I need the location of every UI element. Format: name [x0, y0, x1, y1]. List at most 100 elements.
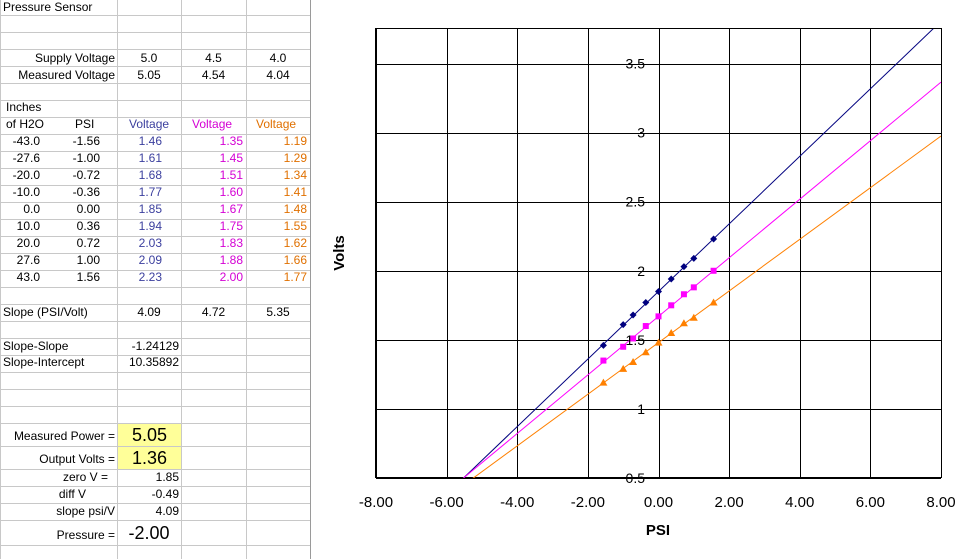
row-line	[0, 253, 310, 254]
diff-v-label[interactable]: diff V	[58, 487, 86, 501]
x-tick-label: 8.00	[926, 494, 955, 511]
row-line	[0, 219, 310, 220]
voltage-4v-cell[interactable]: 1.62	[283, 236, 307, 250]
inches-cell[interactable]: -27.6	[12, 151, 40, 165]
voltage-45v-cell[interactable]: 1.60	[219, 185, 243, 199]
voltage-45v-cell[interactable]: 1.45	[219, 151, 243, 165]
diff-v-value[interactable]: -0.49	[151, 487, 179, 501]
slope-value[interactable]: 4.09	[137, 305, 161, 319]
header-psi[interactable]: PSI	[75, 117, 95, 131]
voltage-5v-cell[interactable]: 1.85	[138, 202, 162, 216]
row-line	[0, 321, 310, 322]
inches-cell[interactable]: -43.0	[12, 134, 40, 148]
voltage-45v-cell[interactable]: 2.00	[219, 270, 243, 284]
slope-intercept-label[interactable]: Slope-Intercept	[3, 355, 85, 369]
row-line	[0, 202, 310, 203]
volts-vs-psi-chart[interactable]: -8.00 -6.00 -4.00 -2.00 0.00 2.00 4.00 6.00 8.00…	[311, 0, 975, 559]
voltage-4v-cell[interactable]: 1.29	[283, 151, 307, 165]
voltage-5v-cell[interactable]: 2.23	[138, 270, 162, 284]
header-voltage-4v[interactable]: Voltage	[256, 117, 297, 131]
pressure-label[interactable]: Pressure =	[56, 528, 115, 542]
zero-v-label[interactable]: zero V =	[62, 470, 108, 484]
psi-cell[interactable]: -1.00	[72, 151, 100, 165]
output-volts-value[interactable]: 1.36	[118, 447, 181, 469]
measured-voltage-label[interactable]: Measured Voltage	[18, 68, 115, 82]
psi-cell[interactable]: -0.36	[72, 185, 100, 199]
voltage-4v-cell[interactable]: 1.66	[283, 253, 307, 267]
x-tick-label: 0.00	[644, 494, 673, 511]
supply-voltage-value[interactable]: 4.0	[269, 51, 287, 65]
data-point-diamond	[642, 299, 650, 307]
slope-value[interactable]: 5.35	[266, 305, 290, 319]
output-volts-label[interactable]: Output Volts =	[39, 452, 115, 466]
measured-voltage-value[interactable]: 5.05	[137, 68, 161, 82]
measured-voltage-value[interactable]: 4.04	[266, 68, 290, 82]
data-point-diamond	[667, 275, 675, 283]
header-of-h2o[interactable]: of H2O	[6, 117, 45, 131]
voltage-5v-cell[interactable]: 1.68	[138, 168, 162, 182]
pressure-value[interactable]: -2.00	[128, 523, 170, 543]
y-tick-label: 1	[637, 401, 645, 417]
sheet-title[interactable]: Pressure Sensor	[3, 0, 93, 14]
plot-area	[375, 28, 942, 478]
voltage-5v-cell[interactable]: 1.46	[138, 134, 162, 148]
psi-cell[interactable]: 1.00	[76, 253, 100, 267]
voltage-4v-cell[interactable]: 1.19	[283, 134, 307, 148]
slope-slope-value[interactable]: -1.24129	[131, 339, 179, 353]
header-inches[interactable]: Inches	[6, 100, 42, 114]
voltage-4v-cell[interactable]: 1.55	[283, 219, 307, 233]
measured-voltage-value[interactable]: 4.54	[201, 68, 226, 82]
psi-cell[interactable]: 1.56	[76, 270, 100, 284]
slope-label[interactable]: Slope (PSI/Volt)	[3, 305, 88, 319]
inches-cell[interactable]: -20.0	[12, 168, 40, 182]
data-point-diamond	[710, 235, 718, 243]
psi-cell[interactable]: -1.56	[72, 134, 100, 148]
inches-cell[interactable]: 27.6	[16, 253, 40, 267]
data-point-diamond	[629, 311, 637, 319]
voltage-4v-cell[interactable]: 1.41	[283, 185, 307, 199]
data-point-square	[680, 291, 687, 298]
slope-value[interactable]: 4.72	[201, 305, 226, 319]
voltage-45v-cell[interactable]: 1.35	[219, 134, 243, 148]
inches-cell[interactable]: -10.0	[12, 185, 40, 199]
supply-voltage-label[interactable]: Supply Voltage	[34, 51, 115, 65]
psi-cell[interactable]: 0.72	[76, 236, 100, 250]
slope-slope-label[interactable]: Slope-Slope	[3, 339, 69, 353]
voltage-4v-cell[interactable]: 1.77	[283, 270, 307, 284]
inches-cell[interactable]: 0.0	[23, 202, 40, 216]
voltage-5v-cell[interactable]: 1.94	[138, 219, 162, 233]
slope-psiv-label[interactable]: slope psi/V	[56, 504, 115, 518]
voltage-45v-cell[interactable]: 1.67	[219, 202, 243, 216]
supply-voltage-value[interactable]: 5.0	[140, 51, 158, 65]
x-axis-ticks: -8.00 -6.00 -4.00 -2.00 0.00 2.00 4.00 6.00 8.00	[359, 494, 956, 511]
zero-v-value[interactable]: 1.85	[155, 470, 179, 484]
data-point-triangle	[619, 364, 628, 372]
slope-psiv-value[interactable]: 4.09	[155, 504, 179, 518]
voltage-45v-cell[interactable]: 1.88	[219, 253, 243, 267]
supply-voltage-value[interactable]: 4.5	[205, 51, 222, 65]
voltage-5v-cell[interactable]: 1.77	[138, 185, 162, 199]
inches-cell[interactable]: 10.0	[16, 219, 40, 233]
voltage-45v-cell[interactable]: 1.51	[219, 168, 243, 182]
row-line	[0, 168, 310, 169]
data-point-triangle	[641, 348, 650, 356]
psi-cell[interactable]: -0.72	[72, 168, 100, 182]
slope-intercept-value[interactable]: 10.35892	[128, 355, 179, 369]
header-voltage-5v[interactable]: Voltage	[129, 117, 170, 131]
x-tick-label: 4.00	[785, 494, 814, 511]
voltage-45v-cell[interactable]: 1.83	[219, 236, 243, 250]
voltage-45v-cell[interactable]: 1.75	[219, 219, 243, 233]
measured-power-value[interactable]: 5.05	[118, 424, 181, 446]
voltage-5v-cell[interactable]: 2.03	[138, 236, 162, 250]
inches-cell[interactable]: 20.0	[16, 236, 40, 250]
measured-power-label[interactable]: Measured Power =	[13, 429, 115, 443]
psi-cell[interactable]: 0.00	[76, 202, 100, 216]
psi-cell[interactable]: 0.36	[76, 219, 100, 233]
voltage-5v-cell[interactable]: 1.61	[138, 151, 162, 165]
voltage-5v-cell[interactable]: 2.09	[138, 253, 162, 267]
header-voltage-45v[interactable]: Voltage	[192, 117, 233, 131]
inches-cell[interactable]: 43.0	[16, 270, 40, 284]
voltage-4v-cell[interactable]: 1.34	[283, 168, 307, 182]
voltage-4v-cell[interactable]: 1.48	[283, 202, 307, 216]
data-point-triangle	[667, 328, 676, 336]
